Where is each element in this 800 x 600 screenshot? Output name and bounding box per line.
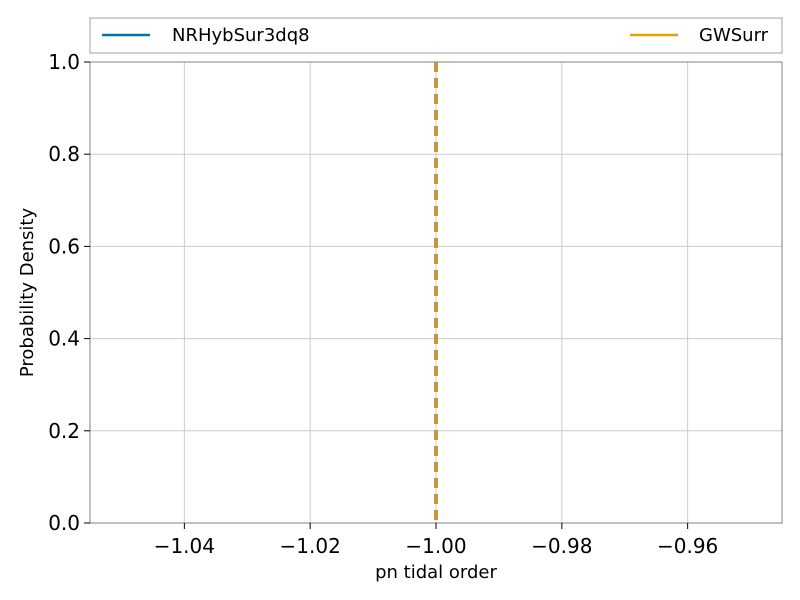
y-tick-label: 0.2	[48, 419, 80, 443]
legend: NRHybSur3dq8 GWSurr	[89, 17, 783, 54]
x-tick-label: −1.04	[154, 534, 215, 558]
y-tick-label: 1.0	[48, 50, 80, 74]
x-tick-label: −0.96	[657, 534, 718, 558]
y-axis: 0.0 0.2 0.4 0.6 0.8 1.0	[48, 50, 90, 535]
legend-label-gwsurr: GWSurr	[699, 25, 769, 46]
legend-label-nrhybsur3dq8: NRHybSur3dq8	[172, 25, 310, 46]
y-tick-label: 0.6	[48, 234, 80, 258]
y-tick-label: 0.8	[48, 142, 80, 166]
y-tick-label: 0.0	[48, 511, 80, 535]
y-axis-label: Probability Density	[17, 208, 38, 378]
x-tick-label: −1.02	[280, 534, 341, 558]
x-tick-label: −1.00	[405, 534, 466, 558]
y-tick-label: 0.4	[48, 327, 80, 351]
x-axis: −1.04 −1.02 −1.00 −0.98 −0.96	[154, 523, 718, 558]
x-tick-label: −0.98	[531, 534, 592, 558]
x-axis-label: pn tidal order	[375, 562, 497, 583]
